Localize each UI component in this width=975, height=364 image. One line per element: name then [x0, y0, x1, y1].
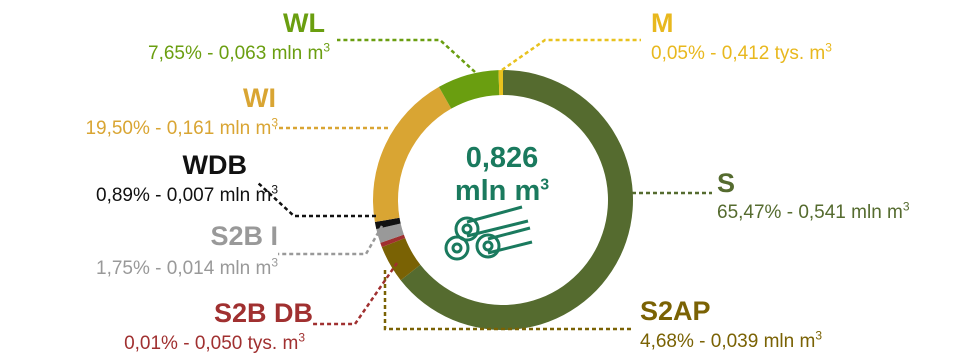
segment-name-wl: WL — [283, 8, 325, 38]
segment-value-m: 0,05% - 0,412 tys. m3 — [651, 40, 832, 64]
leader-line-m — [501, 38, 641, 72]
segment-value-s2ap: 4,68% - 0,039 mln m3 — [640, 328, 822, 352]
segment-value-s: 65,47% - 0,541 mln m3 — [717, 199, 910, 223]
total-value: 0,826 — [465, 142, 539, 174]
total-label: 0,826 mln m3 — [412, 142, 592, 208]
segment-value-s2b-i: 1,75% - 0,014 mln m3 — [96, 255, 278, 279]
slice-s2b-db — [380, 234, 406, 248]
segment-name-m: M — [651, 8, 674, 38]
segment-name-s2b-i: S2B I — [210, 221, 278, 251]
leader-line-s2ap — [383, 270, 634, 331]
leader-line-s2b-db — [311, 262, 399, 326]
slice-wl — [438, 70, 500, 109]
leader-line-wl — [337, 38, 476, 73]
total-unit: mln m3 — [454, 175, 550, 207]
segment-value-wi: 19,50% - 0,161 mln m3 — [85, 115, 278, 139]
logs-icon — [444, 205, 533, 261]
slice-m — [498, 70, 503, 96]
slice-s2b-i — [376, 223, 404, 243]
segment-name-s2ap: S2AP — [640, 296, 711, 326]
leader-line-s2b-i — [278, 225, 384, 256]
segment-name-s2b-db: S2B DB — [213, 298, 313, 328]
slice-wi — [373, 86, 452, 222]
segment-name-s: S — [717, 168, 736, 198]
segment-value-wdb: 0,89% - 0,007 mln m3 — [96, 182, 278, 206]
segment-name-wi: WI — [243, 83, 276, 113]
leader-line-wdb — [256, 181, 376, 218]
segment-name-wdb: WDB — [182, 150, 247, 180]
segment-value-s2b-db: 0,01% - 0,050 tys. m3 — [124, 330, 305, 354]
slice-s2ap — [381, 238, 421, 281]
segment-value-wl: 7,65% - 0,063 mln m3 — [148, 40, 330, 64]
